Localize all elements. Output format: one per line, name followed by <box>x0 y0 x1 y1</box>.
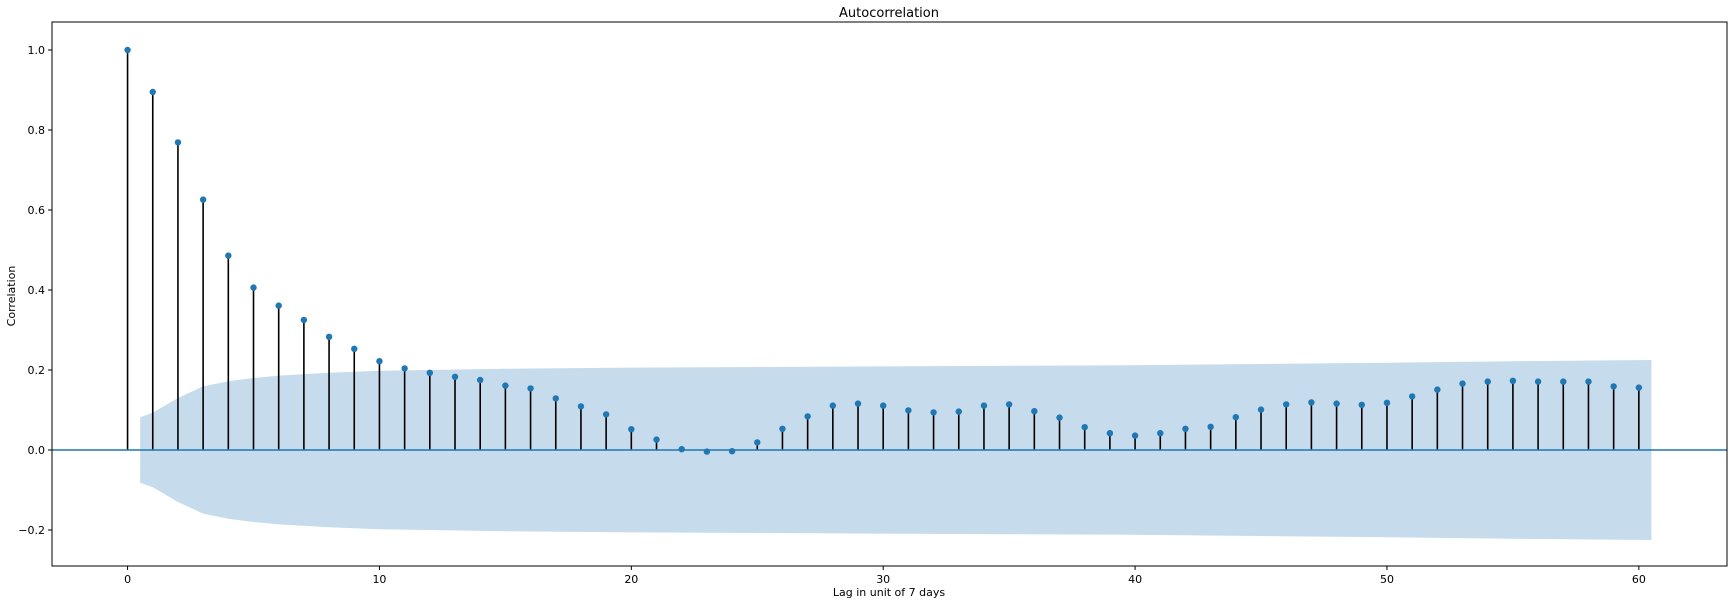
marker-lag-12 <box>426 369 434 376</box>
marker-lag-33 <box>955 408 962 415</box>
chart-title: Autocorrelation <box>839 6 939 21</box>
axes-frame <box>51 21 1728 567</box>
marker-lag-38 <box>1081 424 1088 431</box>
marker-lag-36 <box>1031 408 1038 415</box>
marker-lag-48 <box>1333 400 1340 407</box>
marker-lag-18 <box>577 403 585 410</box>
marker-lag-11 <box>401 365 408 372</box>
marker-lag-46 <box>1283 401 1290 408</box>
marker-lag-6 <box>275 302 282 309</box>
x-tick-label-50: 50 <box>1380 573 1394 586</box>
y-tick-label-0: −0.2 <box>18 524 45 537</box>
marker-lag-52 <box>1434 386 1441 393</box>
marker-lag-25 <box>754 439 761 446</box>
marker-lag-59 <box>1610 383 1617 390</box>
marker-lag-57 <box>1560 378 1567 385</box>
marker-lag-21 <box>653 436 660 443</box>
marker-lag-29 <box>854 400 862 407</box>
marker-lag-47 <box>1308 399 1315 406</box>
marker-lag-43 <box>1207 423 1214 430</box>
marker-lag-32 <box>930 409 937 416</box>
marker-lag-2 <box>174 139 182 146</box>
marker-lag-58 <box>1585 378 1592 385</box>
x-tick-label-30: 30 <box>876 573 890 586</box>
marker-lag-35 <box>1005 401 1013 408</box>
x-tick-label-20: 20 <box>624 573 638 586</box>
marker-lag-31 <box>905 407 912 414</box>
x-axis-label: Lag in unit of 7 days <box>833 586 946 599</box>
marker-lag-44 <box>1232 414 1240 421</box>
marker-lag-1 <box>149 88 156 96</box>
marker-lag-19 <box>602 411 610 418</box>
y-tick-label-2: 0.2 <box>28 364 46 377</box>
marker-lag-13 <box>451 373 459 380</box>
marker-lag-22 <box>678 446 685 453</box>
y-axis-label: Correlation <box>5 266 18 327</box>
marker-lag-24 <box>728 448 736 455</box>
marker-lag-3 <box>199 196 207 203</box>
y-tick-label-6: 1.0 <box>28 44 46 57</box>
plot-area: 0 10 20 30 40 50 60 −0.2 0.0 0.2 0.4 0.6 0.8 1.0 <box>18 21 1728 586</box>
marker-lag-53 <box>1459 380 1466 387</box>
marker-lag-20 <box>628 426 635 433</box>
marker-lag-56 <box>1534 378 1542 385</box>
marker-lag-34 <box>980 402 988 409</box>
marker-lag-42 <box>1182 425 1189 432</box>
marker-lag-60 <box>1635 384 1643 391</box>
marker-lag-17 <box>552 395 559 402</box>
y-tick-label-1: 0.0 <box>28 444 46 457</box>
marker-lag-40 <box>1131 432 1139 439</box>
y-tick-label-5: 0.8 <box>28 124 46 137</box>
marker-lag-54 <box>1484 378 1491 385</box>
marker-lag-0 <box>124 46 131 54</box>
marker-lag-28 <box>829 402 837 409</box>
marker-lag-14 <box>476 376 484 384</box>
y-tick-label-3: 0.4 <box>28 284 46 297</box>
marker-lag-4 <box>225 252 232 259</box>
x-tick-label-60: 60 <box>1632 573 1646 586</box>
marker-lag-9 <box>351 345 358 352</box>
marker-lag-5 <box>250 284 257 291</box>
y-tick-label-4: 0.6 <box>28 204 46 217</box>
marker-lag-8 <box>325 333 333 340</box>
marker-lag-41 <box>1157 430 1164 437</box>
marker-lag-30 <box>880 402 887 409</box>
marker-lag-39 <box>1106 430 1114 437</box>
marker-lag-27 <box>804 413 811 420</box>
x-tick-label-0: 0 <box>124 573 131 586</box>
x-tick-label-40: 40 <box>1128 573 1142 586</box>
marker-lag-7 <box>300 316 308 324</box>
marker-lag-51 <box>1408 393 1416 400</box>
marker-lag-15 <box>502 382 509 389</box>
marker-lag-16 <box>527 385 534 392</box>
marker-lag-23 <box>703 448 711 455</box>
marker-lag-45 <box>1257 406 1265 413</box>
x-tick-label-10: 10 <box>372 573 386 586</box>
marker-lag-26 <box>779 425 786 432</box>
marker-lag-37 <box>1056 414 1063 421</box>
marker-lag-55 <box>1509 377 1517 384</box>
marker-lag-50 <box>1383 399 1391 406</box>
marker-lag-49 <box>1358 401 1365 408</box>
marker-lag-10 <box>376 358 383 365</box>
